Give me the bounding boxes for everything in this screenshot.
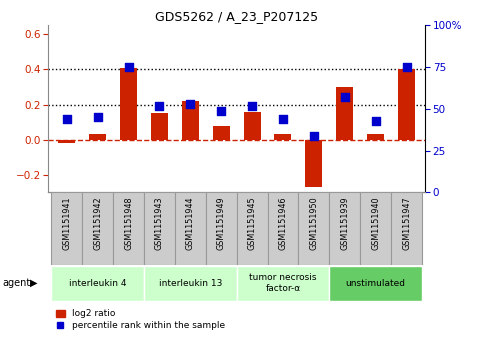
Bar [51, 192, 82, 265]
Bar [398, 69, 415, 140]
Bar [329, 266, 422, 301]
Bar [274, 134, 291, 140]
Bar [391, 192, 422, 265]
Bar [367, 134, 384, 140]
Text: unstimulated: unstimulated [346, 279, 406, 287]
Point [403, 64, 411, 70]
Bar [51, 266, 144, 301]
Title: GDS5262 / A_23_P207125: GDS5262 / A_23_P207125 [155, 10, 318, 23]
Bar [329, 192, 360, 265]
Bar [206, 192, 237, 265]
Bar [58, 140, 75, 143]
Point [341, 94, 349, 100]
Bar [305, 140, 322, 187]
Bar [120, 68, 137, 140]
Point [279, 116, 287, 122]
Bar [82, 192, 113, 265]
Text: agent: agent [2, 278, 30, 288]
Text: ▶: ▶ [30, 278, 38, 288]
Point [63, 116, 71, 122]
Bar [213, 126, 230, 140]
Text: GSM1151940: GSM1151940 [371, 196, 380, 249]
Text: GSM1151943: GSM1151943 [155, 196, 164, 249]
Text: GSM1151947: GSM1151947 [402, 196, 411, 250]
Point [217, 108, 225, 114]
Bar [360, 192, 391, 265]
Text: GSM1151950: GSM1151950 [310, 196, 318, 250]
Bar [268, 192, 298, 265]
Bar [182, 101, 199, 140]
Point [125, 64, 132, 70]
Bar [144, 266, 237, 301]
Point [310, 133, 318, 139]
Text: interleukin 13: interleukin 13 [158, 279, 222, 287]
Bar [175, 192, 206, 265]
Bar [151, 113, 168, 140]
Point [186, 101, 194, 107]
Text: GSM1151948: GSM1151948 [124, 196, 133, 249]
Text: tumor necrosis
factor-α: tumor necrosis factor-α [249, 273, 317, 293]
Bar [113, 192, 144, 265]
Text: GSM1151942: GSM1151942 [93, 196, 102, 250]
Text: GSM1151939: GSM1151939 [340, 196, 349, 250]
Point [94, 114, 101, 120]
Bar [336, 87, 353, 140]
Text: GSM1151949: GSM1151949 [217, 196, 226, 250]
Legend: log2 ratio, percentile rank within the sample: log2 ratio, percentile rank within the s… [53, 306, 228, 334]
Text: GSM1151946: GSM1151946 [279, 196, 287, 249]
Bar [243, 111, 261, 140]
Bar [298, 192, 329, 265]
Point [248, 103, 256, 109]
Point [372, 118, 380, 123]
Point [156, 103, 163, 109]
Text: GSM1151944: GSM1151944 [186, 196, 195, 249]
Text: GSM1151941: GSM1151941 [62, 196, 71, 249]
Bar [89, 134, 106, 140]
Text: GSM1151945: GSM1151945 [248, 196, 256, 250]
Bar [237, 192, 268, 265]
Bar [144, 192, 175, 265]
Text: interleukin 4: interleukin 4 [69, 279, 127, 287]
Bar [237, 266, 329, 301]
